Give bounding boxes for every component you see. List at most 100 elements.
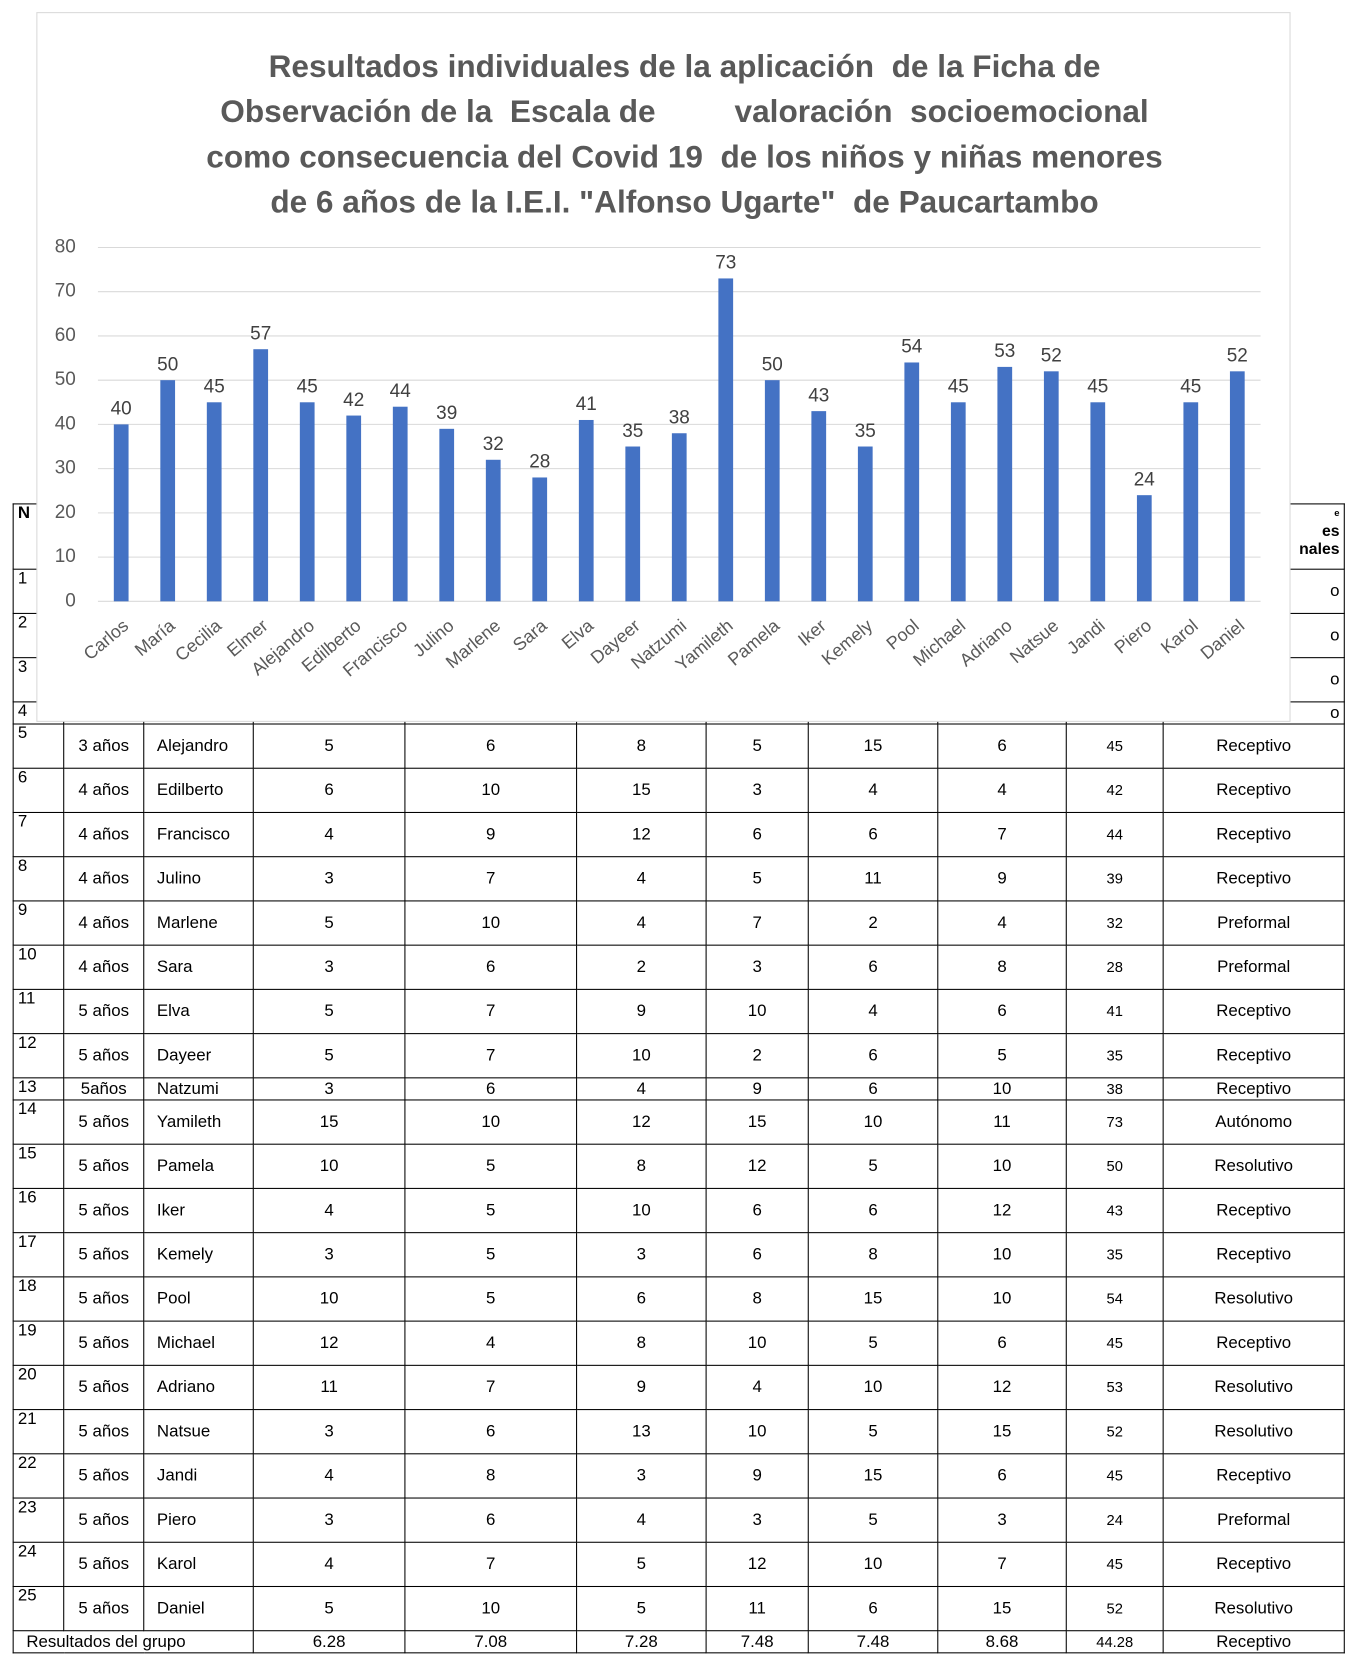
table-cell: 12 [705, 1143, 809, 1189]
table-cell: 5 años [63, 1232, 145, 1278]
table-cell: 6 [937, 1320, 1067, 1366]
table-cell: 11 [807, 856, 939, 902]
table-cell: 14 [12, 1099, 65, 1145]
table-cell: 10 [404, 1099, 578, 1145]
data-label: 38 [669, 408, 690, 429]
table-cell: Michael [143, 1320, 254, 1366]
table-cell: 6 [807, 944, 939, 990]
table-cell: Edilberto [143, 767, 254, 813]
table-cell: Receptivo [1162, 1541, 1345, 1588]
table-cell: 5 [807, 1320, 939, 1366]
table-cell: 6 [807, 1585, 939, 1632]
bar [253, 349, 269, 602]
table-cell: 3 [705, 767, 809, 813]
table-cell: 5 años [63, 1320, 145, 1366]
table-cell: 10 [576, 1187, 707, 1234]
table-cell: Receptivo [1162, 856, 1345, 902]
table-cell: 7.08 [404, 1630, 578, 1654]
bar [485, 459, 501, 602]
table-cell: 10 [252, 1276, 406, 1322]
table-cell: 5 años [63, 1453, 145, 1499]
table-cell: 4 años [63, 944, 145, 990]
data-label: 39 [436, 403, 457, 424]
table-cell: 15 [705, 1099, 809, 1145]
table-cell: 9 [576, 988, 707, 1035]
table-cell: 13 [576, 1409, 707, 1455]
bar [904, 362, 920, 602]
chart-title: de 6 años de la I.E.I. "Alfonso Ugarte" … [270, 184, 1098, 220]
table-cell: 4 [937, 900, 1067, 946]
table-cell: 5 [404, 1187, 578, 1234]
chart-title: como consecuencia del Covid 19 de los ni… [206, 138, 1162, 174]
table-row: 14 5 años Yamileth 15 10 12 15 10 11 73 Autónomo [12, 1099, 1345, 1145]
table-cell: Receptivo [1162, 1077, 1345, 1101]
bar [160, 380, 176, 602]
bar [392, 406, 408, 602]
table-cell: 73 [1065, 1099, 1164, 1145]
table-cell: 10 [404, 1585, 578, 1632]
table-cell: 8 [705, 1276, 809, 1322]
table-cell: 5 [705, 856, 809, 902]
table-row: 19 5 años Michael 12 4 8 10 5 6 45 Receptivo [12, 1320, 1345, 1366]
table-cell: 54 [1065, 1276, 1164, 1322]
table-cell: 12 [252, 1320, 406, 1366]
table-cell: 5 [404, 1276, 578, 1322]
table-cell: 15 [807, 1453, 939, 1499]
table-cell: 5 [807, 1143, 939, 1189]
y-tick-label: 0 [65, 590, 76, 611]
bar [764, 380, 780, 602]
table-cell: 6 [705, 1187, 809, 1234]
table-cell: Piero [143, 1497, 254, 1543]
table-row: 18 5 años Pool 10 5 6 8 15 10 54 Resolutivo [12, 1276, 1345, 1322]
table-cell: Receptivo [1162, 723, 1345, 769]
data-label: 41 [576, 394, 597, 415]
table-cell: 10 [12, 944, 65, 990]
table-cell: 11 [705, 1585, 809, 1632]
table-row: 10 4 años Sara 3 6 2 3 6 8 28 Preformal [12, 944, 1345, 990]
table-cell: 45 [1065, 1453, 1164, 1499]
bar [718, 278, 734, 602]
table-row: 16 5 años Iker 4 5 10 6 6 12 43 Receptivo [12, 1187, 1345, 1234]
table-cell: 15 [937, 1409, 1067, 1455]
bar [206, 402, 222, 602]
table-cell: 13 [12, 1077, 65, 1101]
table-cell: 22 [12, 1453, 65, 1499]
data-label: 32 [483, 434, 504, 455]
table-cell: 19 [12, 1320, 65, 1366]
table-cell: Receptivo [1162, 1187, 1345, 1234]
table-cell: 4 [252, 1453, 406, 1499]
bar [950, 402, 966, 602]
table-cell: 8 [404, 1453, 578, 1499]
table-cell: 6 [404, 1077, 578, 1101]
table-cell: 12 [705, 1541, 809, 1588]
table-cell: 5años [63, 1077, 145, 1101]
table-cell: 6 [807, 811, 939, 858]
table-cell: 24 [12, 1541, 65, 1588]
table-cell: 35 [1065, 1033, 1164, 1079]
table-row: 17 5 años Kemely 3 5 3 6 8 10 35 Receptivo [12, 1232, 1345, 1278]
table-cell: Resolutivo [1162, 1364, 1345, 1411]
table-cell: 10 [937, 1276, 1067, 1322]
table-cell: 11 [252, 1364, 406, 1411]
table-cell: 4 [252, 1541, 406, 1588]
table-cell: 5 [252, 1585, 406, 1632]
table-cell: Receptivo [1162, 1453, 1345, 1499]
y-tick-label: 10 [55, 546, 76, 567]
table-cell: 5 [252, 723, 406, 769]
table-cell: 20 [12, 1364, 65, 1411]
table-cell: 4 [252, 811, 406, 858]
table-cell: 23 [12, 1497, 65, 1543]
table-cell: 12 [576, 811, 707, 858]
table-cell: Receptivo [1162, 1320, 1345, 1366]
table-cell: Adriano [143, 1364, 254, 1411]
bar [299, 402, 315, 602]
table-cell: 17 [12, 1232, 65, 1278]
data-label: 43 [808, 385, 829, 406]
table-cell: 5 años [63, 1585, 145, 1632]
bar [625, 446, 641, 602]
y-tick-label: 60 [55, 325, 76, 346]
data-label: 24 [1134, 469, 1155, 490]
table-cell: Elva [143, 988, 254, 1035]
